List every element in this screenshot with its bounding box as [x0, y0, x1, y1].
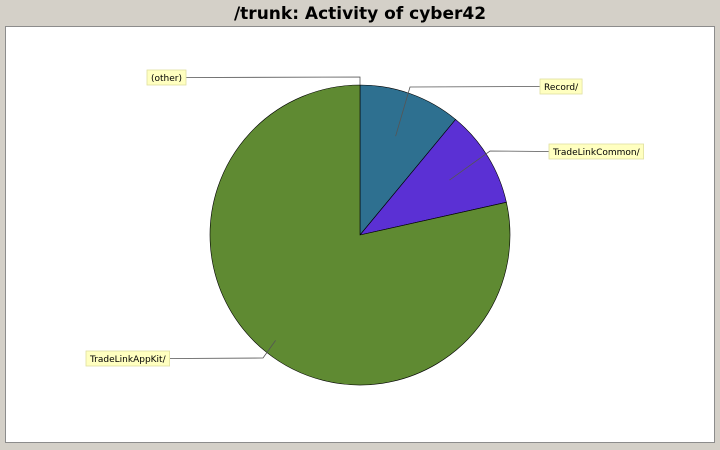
pie-leader-line — [449, 150, 550, 181]
pie-label-other: (other) — [146, 69, 361, 86]
pie-leader-line — [395, 86, 541, 137]
pie-label-tradelinkcommon: TradeLinkCommon/ — [449, 143, 644, 181]
pie-slice-record — [359, 84, 457, 236]
pie-label-text: (other) — [151, 74, 182, 84]
pie-label-box — [146, 69, 187, 86]
pie-label-text: Record/ — [544, 83, 579, 93]
pie-slice-tradelinkappkit — [209, 84, 511, 386]
pie-leader-line — [185, 76, 361, 85]
pie-slice-tradelinkcommon — [359, 118, 507, 236]
pie-label-box — [85, 350, 170, 367]
pie-label-text: TradeLinkAppKit/ — [89, 355, 167, 365]
pie-label-tradelinkappkit: TradeLinkAppKit/ — [85, 340, 276, 367]
pie-leader-line — [169, 340, 276, 359]
chart-title: /trunk: Activity of cyber42 — [233, 4, 487, 24]
pie-label-box — [539, 78, 583, 95]
pie-label-text: TradeLinkCommon/ — [552, 148, 641, 158]
pie-label-record: Record/ — [395, 78, 583, 137]
pie-label-box — [548, 143, 644, 160]
